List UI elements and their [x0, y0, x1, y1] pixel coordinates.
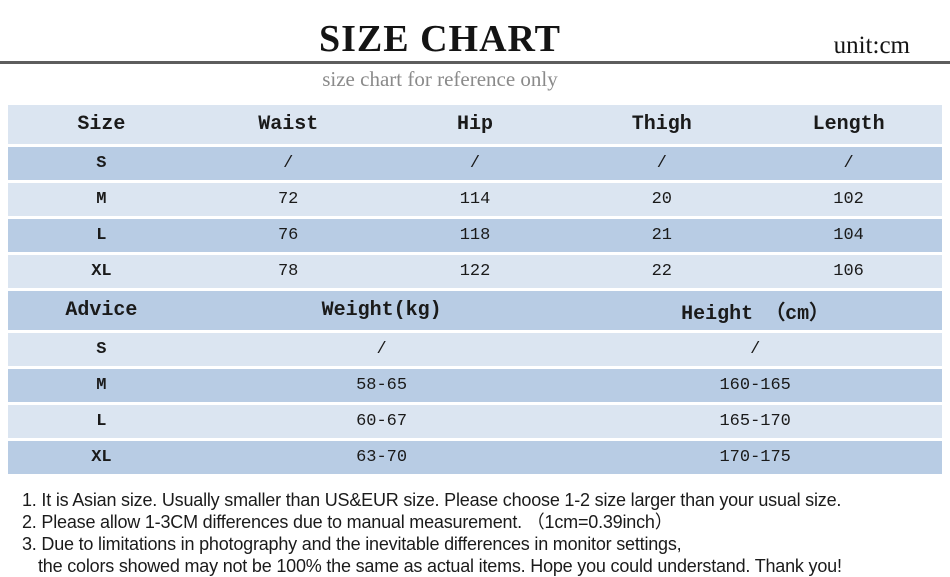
table-cell: / [376, 340, 387, 359]
table-row: S / / [8, 333, 942, 366]
table-cell: 118 [459, 226, 491, 245]
table-cell: / [843, 154, 854, 173]
notes-section: 1. It is Asian size. Usually smaller tha… [22, 489, 950, 577]
table-cell: 21 [651, 226, 672, 245]
table-cell: 122 [459, 262, 491, 281]
table-cell: 102 [833, 190, 864, 209]
table-cell: XL [91, 262, 112, 281]
header-cell: Height （cm） [681, 302, 830, 326]
table-row: XL 63-70 170-175 [8, 441, 942, 474]
table-cell: 104 [833, 226, 864, 245]
table-row: M 58-65 160-165 [8, 369, 942, 402]
header-cell: Length [812, 113, 885, 136]
table-cell: 106 [833, 262, 864, 281]
table-cell: M [96, 190, 107, 209]
header-cell: Advice [65, 299, 138, 322]
table-row: XL 78 122 22 106 [8, 255, 942, 288]
table-header-row: Size Waist Hip Thigh Length [8, 105, 942, 144]
header-cell: Waist [258, 113, 319, 136]
table-cell: S [96, 154, 107, 173]
table-row: L 76 118 21 104 [8, 219, 942, 252]
table-cell: 20 [651, 190, 672, 209]
page-title: SIZE CHART [318, 18, 561, 60]
table-header-row: Advice Weight(kg) Height （cm） [8, 291, 942, 330]
header-cell: Hip [456, 113, 493, 136]
table-cell: 63-70 [356, 448, 408, 467]
table-cell: 114 [459, 190, 491, 209]
table-cell: / [656, 154, 667, 173]
note-line: 2. Please allow 1-3CM differences due to… [22, 512, 673, 532]
table-cell: 78 [277, 262, 299, 281]
table-cell: 160-165 [719, 376, 791, 395]
header-cell: Thigh [631, 113, 692, 136]
header-cell: Size [77, 113, 126, 136]
table-cell: 165-170 [719, 412, 791, 431]
table-cell: 76 [277, 226, 299, 245]
table-cell: L [96, 412, 107, 431]
table-cell: S [96, 340, 107, 359]
note-line: 1. It is Asian size. Usually smaller tha… [22, 490, 842, 510]
table-cell: / [283, 154, 294, 173]
table-cell: 60-67 [356, 412, 408, 431]
table-cell: 72 [277, 190, 299, 209]
header: SIZE CHART unit:cm [0, 0, 950, 64]
table-cell: 58-65 [356, 376, 408, 395]
unit-label: unit:cm [833, 32, 910, 59]
table-row: M 72 114 20 102 [8, 183, 942, 216]
table-row: S / / / / [8, 147, 942, 180]
subtitle: size chart for reference only [322, 67, 558, 91]
table-cell: 22 [651, 262, 672, 281]
note-line: 3. Due to limitations in photography and… [22, 534, 682, 554]
size-chart-table: Size Waist Hip Thigh Length S / / / / M 72 114 20 102 L… [8, 105, 942, 474]
table-row: L 60-67 165-170 [8, 405, 942, 438]
note-line: the colors showed may not be 100% the sa… [38, 556, 842, 576]
table-cell: / [750, 340, 761, 359]
table-cell: XL [91, 448, 112, 467]
table-cell: M [96, 376, 107, 395]
header-cell: Weight(kg) [321, 299, 442, 322]
table-cell: / [469, 154, 481, 173]
table-cell: L [96, 226, 107, 245]
table-cell: 170-175 [719, 448, 791, 467]
